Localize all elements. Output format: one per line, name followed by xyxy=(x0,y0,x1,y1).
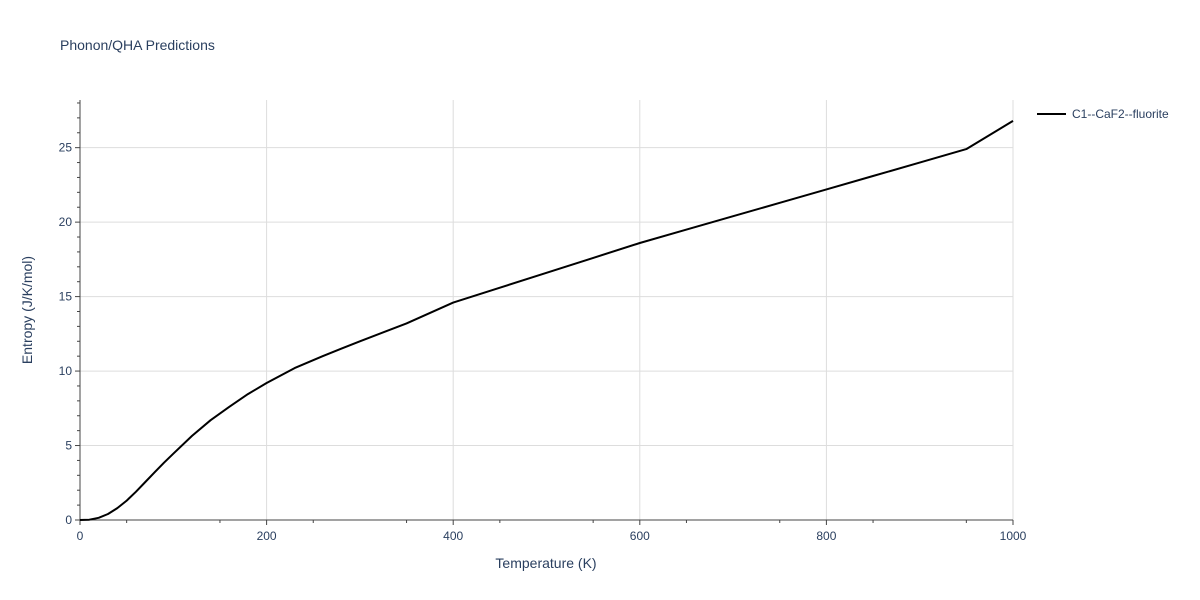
x-tick-label: 400 xyxy=(443,529,463,543)
y-gridlines xyxy=(80,147,1013,447)
y-tick-label: 15 xyxy=(59,290,73,304)
y-tick-label: 25 xyxy=(59,141,73,155)
chart-title: Phonon/QHA Predictions xyxy=(60,37,215,53)
x-tick-label: 200 xyxy=(257,529,277,543)
y-tick-label: 20 xyxy=(59,215,73,229)
x-gridlines xyxy=(266,100,1014,520)
series-line xyxy=(79,120,1014,521)
y-tick-label: 5 xyxy=(65,439,72,453)
x-axis-label: Temperature (K) xyxy=(495,555,596,571)
legend[interactable]: C1--CaF2--fluorite xyxy=(1037,107,1169,121)
legend-item-label[interactable]: C1--CaF2--fluorite xyxy=(1072,107,1169,121)
y-axis-ticks: 0 5 10 15 20 25 xyxy=(59,102,80,527)
x-tick-label: 800 xyxy=(816,529,836,543)
y-tick-label: 0 xyxy=(65,513,72,527)
y-tick-label: 10 xyxy=(59,364,73,378)
y-axis-label: Entropy (J/K/mol) xyxy=(19,256,35,364)
x-tick-label: 600 xyxy=(630,529,650,543)
x-axis-ticks: 0 200 400 600 800 1000 xyxy=(77,520,1027,543)
x-tick-label: 1000 xyxy=(1000,529,1027,543)
series-group xyxy=(79,120,1014,521)
x-tick-label: 0 xyxy=(77,529,84,543)
